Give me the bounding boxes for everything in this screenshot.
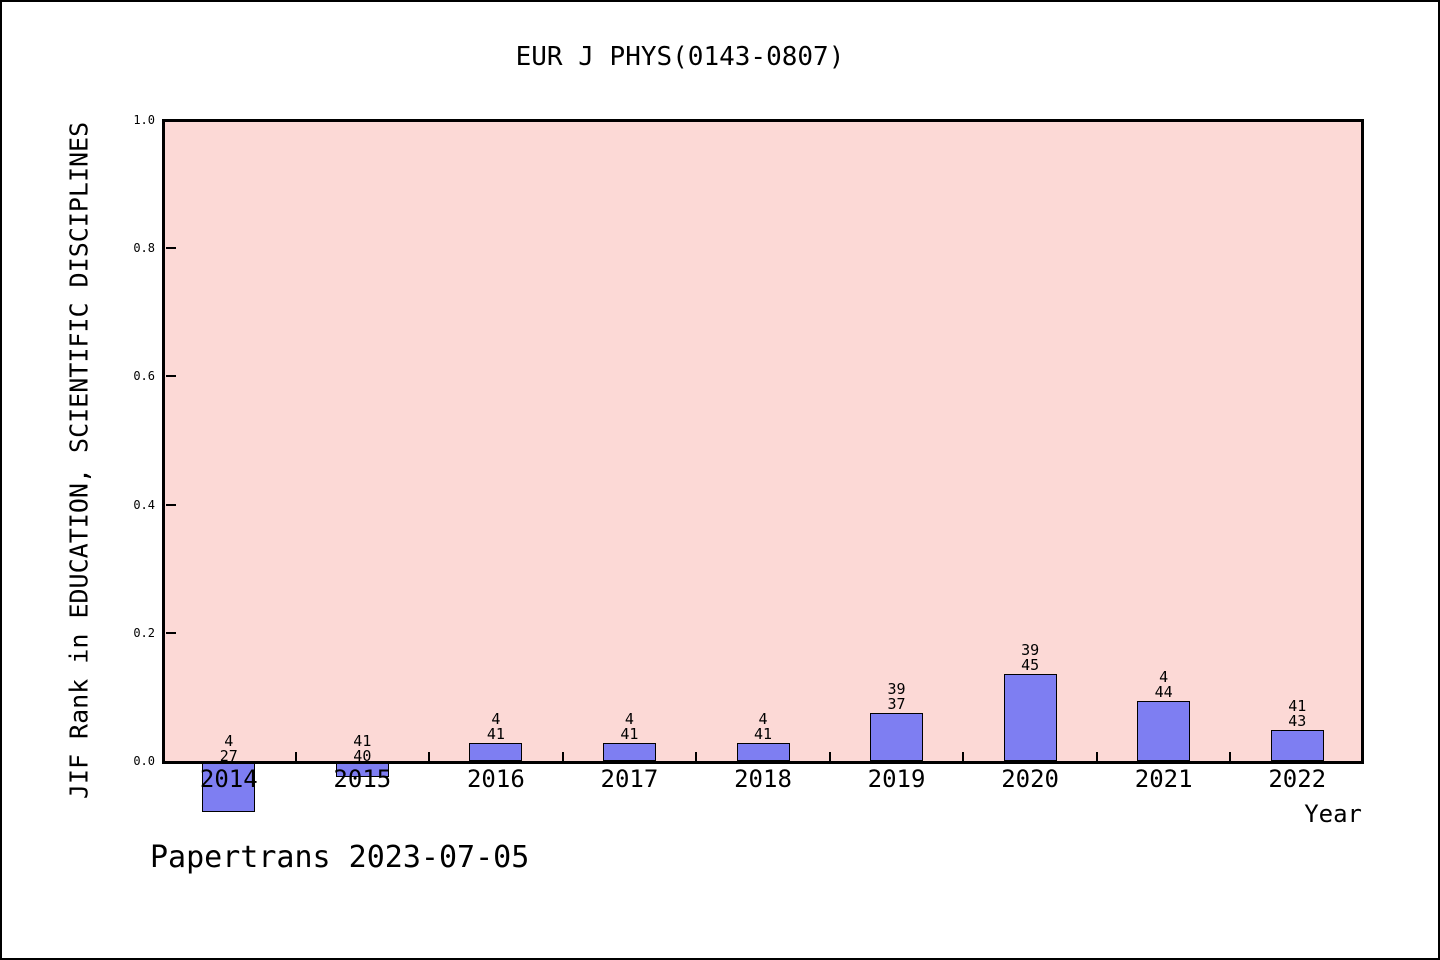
y-tick-label-0.2: 0.2 bbox=[133, 625, 155, 640]
annotation-line-2: 44 bbox=[1154, 683, 1173, 702]
bar-annotation-2021: 4 44 bbox=[1119, 670, 1209, 700]
x-tick-label-2014: 2014 bbox=[199, 765, 258, 793]
y-tick-label-0.8: 0.8 bbox=[133, 241, 155, 256]
x-tick-label-2020: 2020 bbox=[1001, 765, 1059, 793]
annotation-line-2: 41 bbox=[753, 725, 773, 744]
y-tick-mark bbox=[165, 247, 176, 250]
annotation-line-1: 4 bbox=[1159, 668, 1169, 687]
annotation-line-2: 41 bbox=[620, 725, 639, 744]
x-minor-tick bbox=[828, 752, 831, 761]
x-minor-tick bbox=[294, 752, 297, 761]
x-tick-label-2021: 2021 bbox=[1134, 765, 1193, 793]
annotation-line-1: 41 bbox=[353, 732, 372, 750]
y-tick-label-1.0: 1.0 bbox=[133, 113, 155, 127]
x-minor-tick bbox=[428, 752, 431, 761]
x-tick-label-2015: 2015 bbox=[333, 765, 392, 793]
x-tick-label-2019: 2019 bbox=[867, 765, 926, 793]
footer-text: Papertrans 2023-07-05 bbox=[150, 840, 530, 875]
y-tick-label-0.4: 0.4 bbox=[133, 497, 155, 512]
bar-annotation-2014: 4 27 bbox=[184, 734, 274, 764]
bar-2021 bbox=[1137, 701, 1191, 761]
bar-annotation-2019: 39 37 bbox=[852, 679, 942, 713]
bar-2020 bbox=[1003, 674, 1057, 761]
annotation-line-1: 4 bbox=[758, 710, 768, 729]
annotation-line-1: 4 bbox=[491, 710, 501, 729]
x-tick-label-2018: 2018 bbox=[734, 765, 792, 793]
x-tick-label-2016: 2016 bbox=[466, 765, 525, 793]
bar-annotation-2017: 4 41 bbox=[584, 712, 674, 742]
x-axis-label: Year bbox=[1304, 800, 1362, 828]
bar-2016 bbox=[469, 743, 523, 761]
annotation-line-1: 39 bbox=[1021, 641, 1040, 660]
bar-2018 bbox=[736, 743, 790, 761]
annotation-line-2: 40 bbox=[353, 747, 372, 765]
bar-annotation-2016: 4 41 bbox=[451, 712, 541, 742]
x-tick-label-2017: 2017 bbox=[600, 765, 659, 793]
bar-2019 bbox=[870, 712, 924, 761]
y-tick-label-0.6: 0.6 bbox=[133, 369, 155, 384]
y-tick-mark bbox=[165, 503, 176, 506]
annotation-line-1: 4 bbox=[624, 710, 634, 729]
x-minor-tick bbox=[695, 752, 698, 761]
bar-annotation-2015: 41 40 bbox=[317, 734, 407, 764]
bar-annotation-2018: 4 41 bbox=[718, 712, 808, 742]
annotation-line-1: 41 bbox=[1288, 697, 1307, 716]
bar-annotation-2020: 39 45 bbox=[985, 643, 1075, 673]
annotation-line-2: 27 bbox=[219, 747, 238, 765]
annotation-line-2: 45 bbox=[1021, 656, 1040, 675]
x-minor-tick bbox=[962, 752, 965, 761]
y-tick-mark bbox=[165, 631, 176, 634]
y-tick-label-0.0: 0.0 bbox=[133, 754, 155, 768]
annotation-line-2: 37 bbox=[887, 694, 906, 713]
annotation-line-1: 39 bbox=[887, 679, 906, 698]
annotation-line-2: 43 bbox=[1288, 712, 1307, 731]
x-minor-tick bbox=[1229, 752, 1232, 761]
bar-2017 bbox=[602, 743, 656, 761]
plot-area bbox=[162, 119, 1364, 764]
x-minor-tick bbox=[561, 752, 564, 761]
x-tick-label-2022: 2022 bbox=[1268, 765, 1327, 793]
x-minor-tick bbox=[1095, 752, 1098, 761]
y-tick-mark bbox=[165, 375, 176, 378]
bar-2022 bbox=[1270, 730, 1324, 761]
annotation-line-1: 4 bbox=[224, 732, 234, 750]
chart-title: EUR J PHYS(0143-0807) bbox=[515, 42, 845, 72]
annotation-line-2: 41 bbox=[486, 725, 505, 744]
bar-annotation-2022: 41 43 bbox=[1252, 699, 1342, 729]
y-axis-label: JIF Rank in EDUCATION, SCIENTIFIC DISCIP… bbox=[64, 121, 94, 800]
